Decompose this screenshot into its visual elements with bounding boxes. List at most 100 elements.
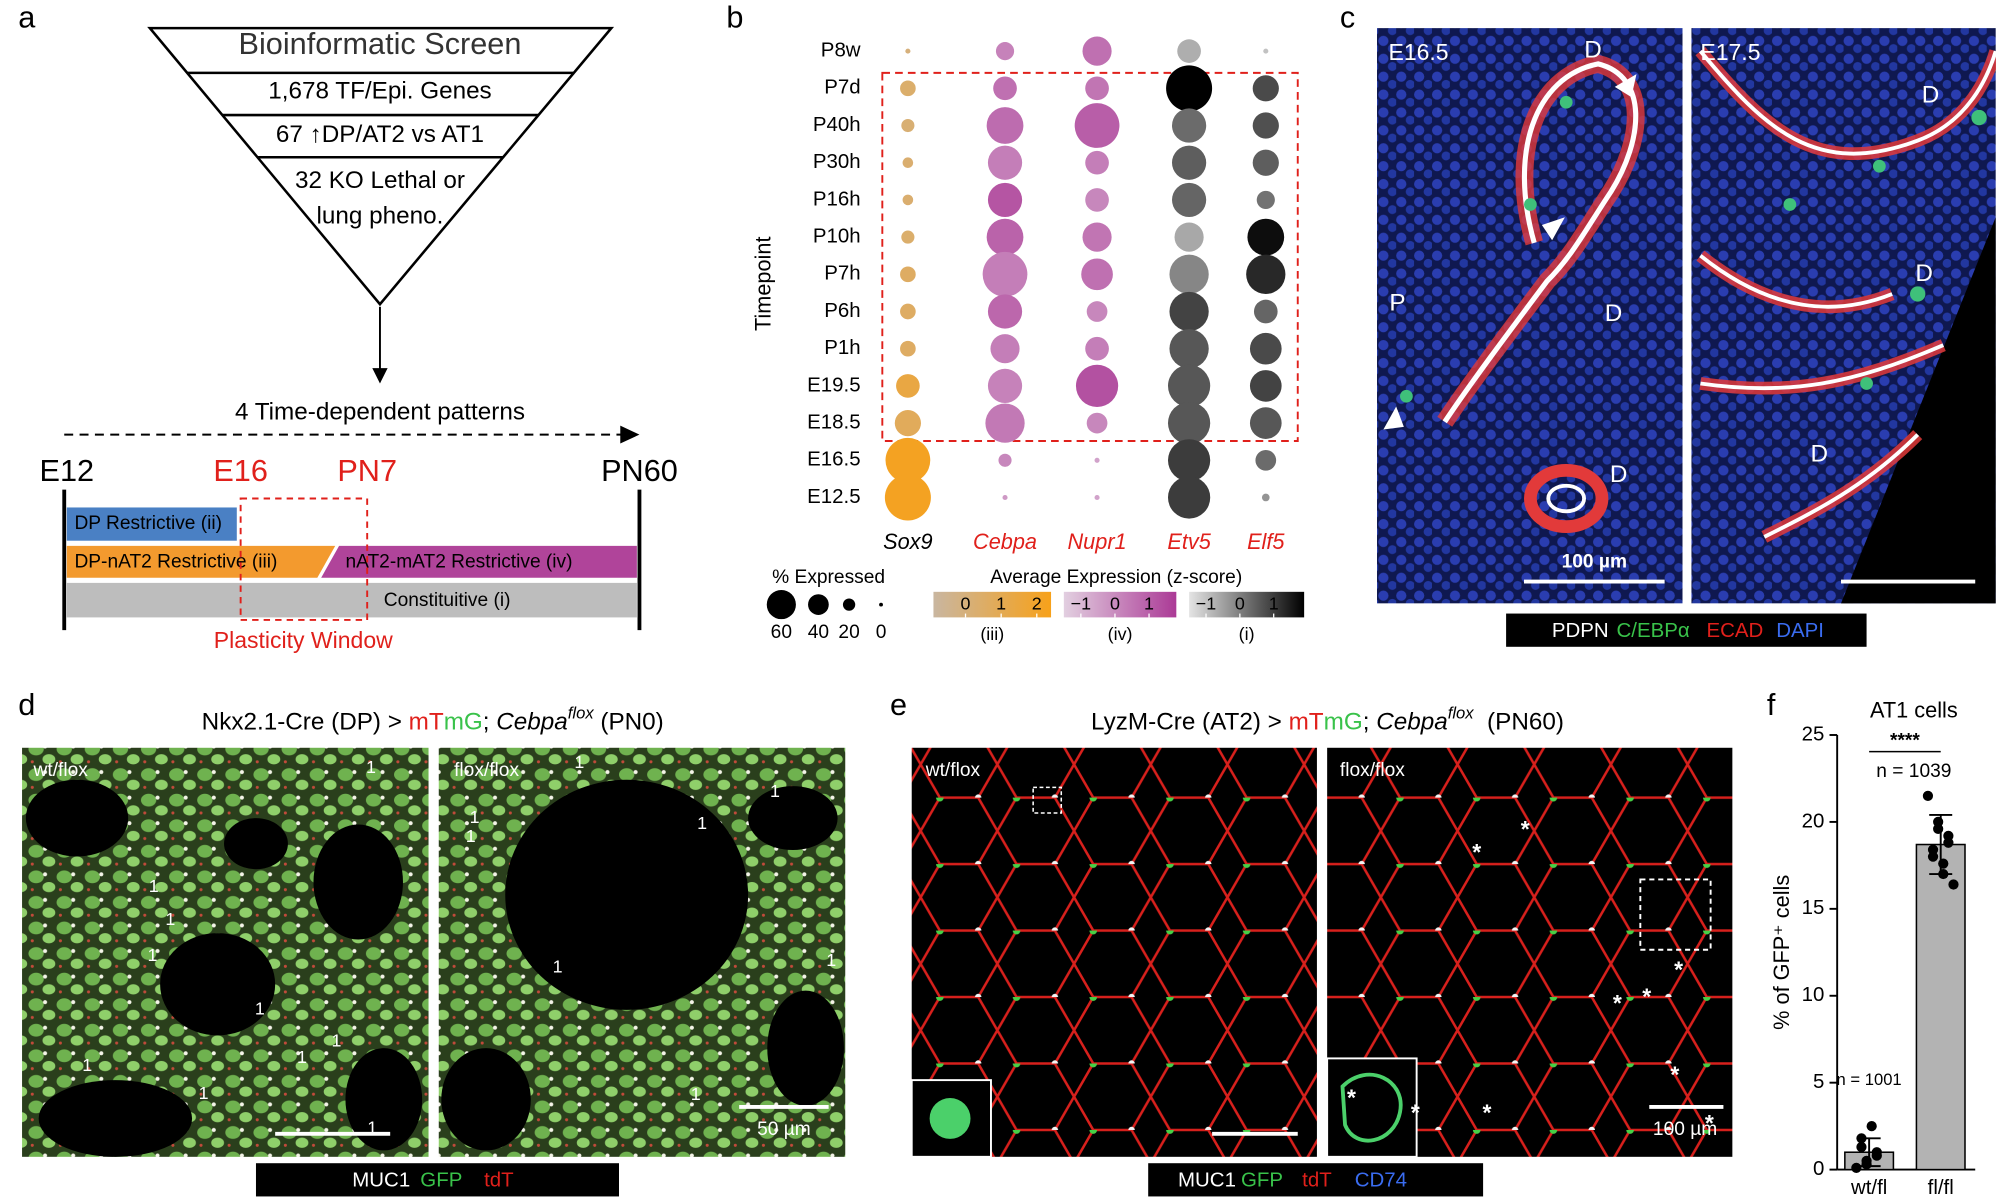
dot [1252, 112, 1279, 139]
annotation: 1 [770, 781, 780, 801]
inset-box [1639, 878, 1712, 951]
channel-name: MUC1 [1178, 1169, 1236, 1192]
data-point [1938, 858, 1949, 869]
panel-e: LyzM-Cre (AT2) > mTmG; Cebpaflox (PN60) … [910, 704, 1733, 1197]
scale-name: (iii) [980, 624, 1004, 644]
dot [987, 182, 1023, 218]
dot [1253, 299, 1278, 324]
dot [1169, 291, 1209, 332]
annotation: * [1347, 1084, 1356, 1110]
title-part: mG [1324, 709, 1363, 736]
title-part: Nkx2.1-Cre (DP) > [202, 709, 409, 736]
dot [1167, 476, 1211, 519]
dot [987, 145, 1023, 180]
annotation: 1 [165, 909, 175, 929]
dot [1249, 407, 1282, 439]
dot [1085, 336, 1109, 361]
pattern-label: DP-nAT2 Restrictive (iii) [74, 551, 277, 572]
pattern-label: nAT2-mAT2 Restrictive (iv) [345, 551, 572, 572]
dot [986, 218, 1024, 256]
dot [1166, 65, 1213, 112]
data-point [1948, 879, 1959, 890]
timepoint: E16 [213, 454, 268, 488]
annotation: D [1922, 81, 1940, 108]
epithelium [1546, 483, 1586, 514]
color-tick-label: 0 [961, 593, 971, 613]
annotation: D [1605, 300, 1623, 327]
timepoint: E12 [40, 454, 95, 488]
y-tick-label: E12.5 [807, 485, 860, 508]
annotation: D [1610, 461, 1628, 488]
panel-label: c [1340, 0, 1355, 34]
annotation: 1 [470, 807, 480, 827]
y-tick-label: 0 [1813, 1157, 1824, 1180]
y-tick-label: P7h [824, 262, 860, 285]
title-part: LyzM-Cre (AT2) > [1091, 709, 1289, 736]
annotation: * [1674, 957, 1683, 983]
panel-c: 100 µm E16.5 E17.5 [1377, 28, 1996, 647]
dot [1082, 222, 1112, 252]
y-tick-label: 25 [1802, 722, 1825, 745]
dot [894, 410, 921, 437]
panel-title: LyzM-Cre (AT2) > mTmG; Cebpaflox (PN60) [1044, 704, 1598, 736]
title-part: ; [483, 709, 496, 736]
annotation: * [1705, 1110, 1714, 1136]
arrow-head [372, 368, 388, 384]
annotation: * [1642, 983, 1651, 1009]
data-point [1922, 790, 1934, 801]
dot [902, 157, 914, 169]
channel-legend [1148, 1163, 1484, 1197]
annotation: * [1482, 1100, 1491, 1126]
nuclei [1400, 95, 1987, 403]
y-tick-label: 20 [1802, 809, 1825, 832]
arrowheads [1383, 74, 1637, 430]
dot [1263, 48, 1269, 54]
dot [1171, 108, 1207, 143]
alveoli [25, 779, 844, 1157]
dot [1252, 149, 1279, 176]
dot [900, 266, 916, 283]
scale-label: 100 µm [1562, 551, 1627, 572]
y-tick-label: P7d [824, 76, 860, 99]
stage-label: E17.5 [1700, 39, 1760, 65]
annotation: 1 [826, 950, 836, 970]
panel-label: d [18, 688, 35, 722]
dot [1255, 449, 1277, 471]
dot [1246, 254, 1286, 294]
channel-name: GFP [420, 1169, 462, 1192]
pattern-label: Constituitive (i) [384, 590, 511, 611]
n-label: n = 1001 [1837, 1070, 1902, 1089]
panel-label: b [726, 0, 743, 34]
dot [1169, 329, 1209, 369]
dot [1081, 258, 1113, 291]
color-tick-label: 1 [1144, 593, 1154, 613]
dot [1177, 39, 1201, 63]
channel-legend [255, 1163, 619, 1197]
y-tick-label: P10h [813, 225, 861, 248]
annotation: 1 [297, 1047, 307, 1067]
dot [982, 251, 1028, 297]
y-tick-label: P30h [813, 150, 861, 173]
genotype-label: wt/flox [925, 760, 981, 781]
dot [986, 107, 1024, 144]
dot [993, 76, 1017, 101]
legend-label: 40 [808, 622, 829, 643]
dot [1002, 494, 1008, 501]
channel-legend [1506, 613, 1867, 647]
legend-title: Average Expression (z-score) [990, 567, 1242, 588]
pattern-bar [321, 545, 637, 578]
dot [1171, 182, 1207, 218]
dot [1094, 494, 1100, 501]
dot [987, 368, 1023, 404]
scale-label: 50 µm [757, 1119, 811, 1140]
x-tick-label: Cebpa [973, 529, 1037, 554]
dot [900, 340, 916, 357]
y-tick-label: E16.5 [807, 448, 860, 471]
color-bar [1189, 591, 1305, 618]
dot [995, 42, 1015, 61]
y-tick-label: 15 [1802, 896, 1825, 919]
arrow-head [620, 425, 640, 444]
dot [987, 294, 1023, 329]
inset-cell [929, 1098, 971, 1139]
